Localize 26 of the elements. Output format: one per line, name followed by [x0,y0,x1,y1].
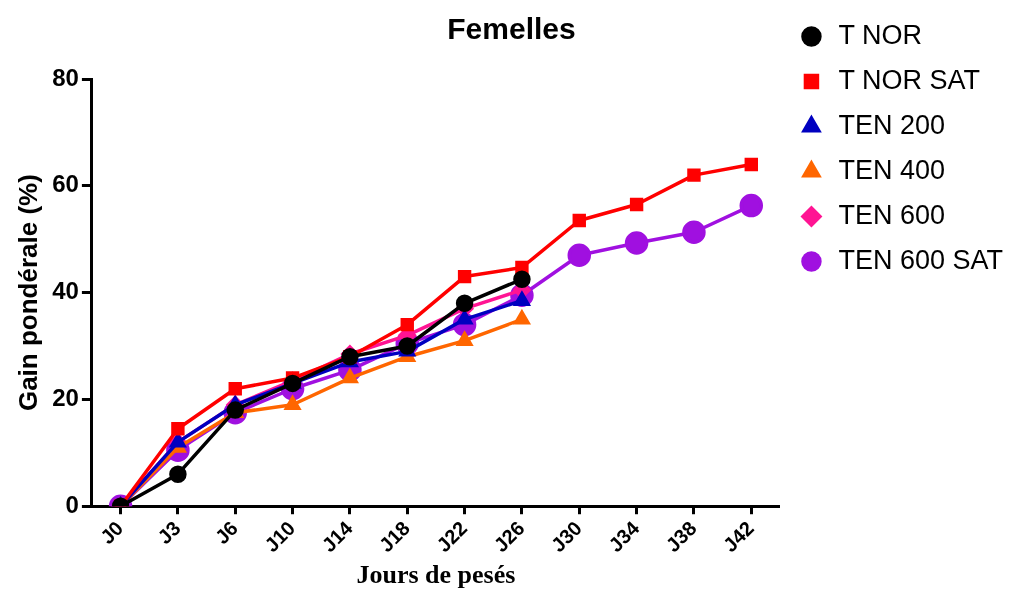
legend-label: T NOR SAT [838,64,980,95]
x-tick-label: J38 [661,516,701,557]
legend-label: T NOR [838,19,922,50]
x-tick-label: J0 [96,516,128,549]
y-axis-title: Gain pondérale (%) [12,174,43,412]
x-tick-label: J10 [260,516,300,557]
legend-label: TEN 600 SAT [838,244,1003,275]
x-tick-label: J30 [546,516,586,557]
legend-label: TEN 600 [838,199,945,230]
legend-label: TEN 200 [838,109,945,140]
x-tick-label: J22 [432,516,472,557]
x-tick-label: J34 [604,516,644,557]
y-tick-label: 60 [52,170,79,198]
y-tick-label: 20 [52,384,79,412]
y-tick-label: 0 [65,490,79,518]
x-tick-label: J18 [374,516,414,557]
legend-label: TEN 400 [838,154,945,185]
x-tick-label: J26 [489,516,529,557]
x-tick-label: J3 [153,516,185,549]
chart-title: Femelles [447,12,576,46]
x-axis-title: Jours de pesés [356,560,516,590]
x-tick-label: J42 [718,516,758,557]
y-tick-label: 40 [52,277,79,305]
x-tick-label: J14 [317,516,358,557]
x-tick-label: J6 [210,516,242,549]
y-tick-label: 80 [52,63,79,91]
